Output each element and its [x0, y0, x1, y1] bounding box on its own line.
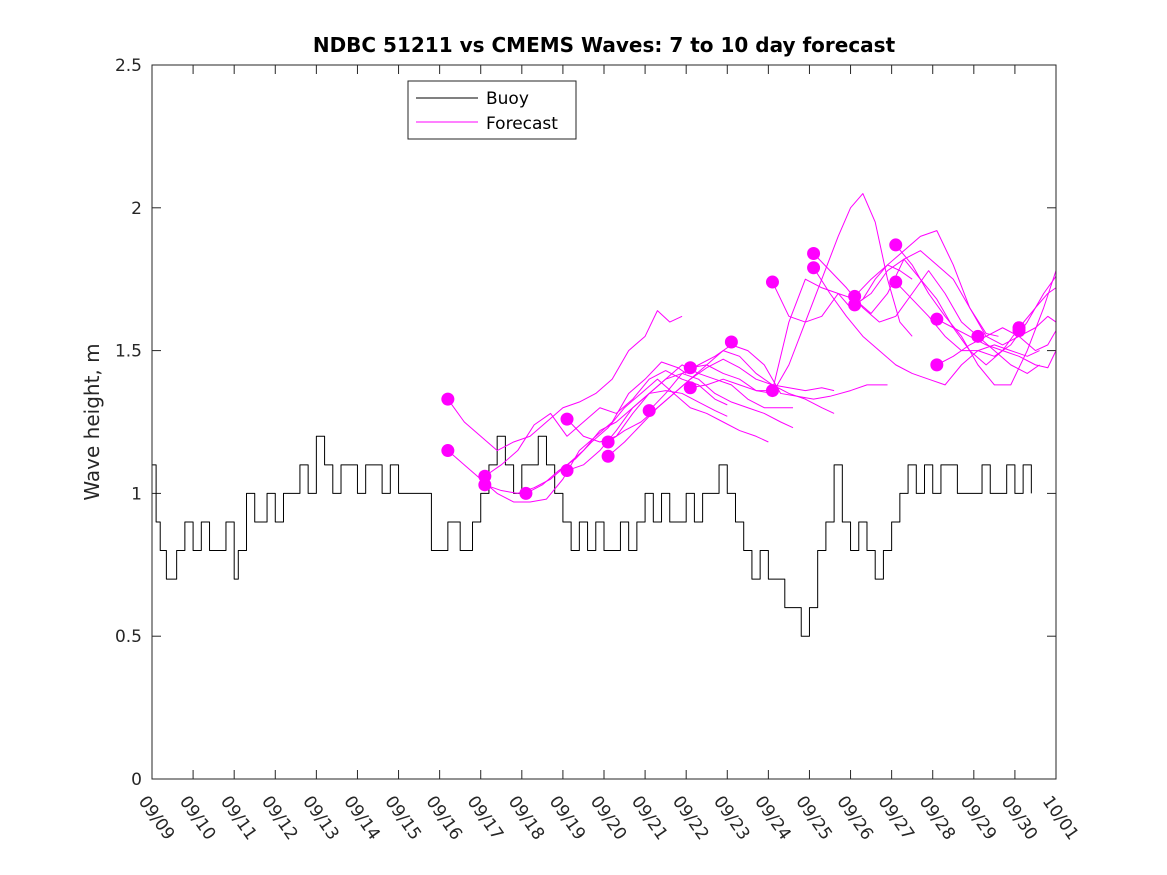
forecast-series-line-16	[854, 230, 1057, 346]
forecast-start-marker	[889, 238, 903, 252]
forecast-start-marker	[807, 261, 821, 275]
y-axis-ticks: 0 0.5 1 1.5 2 2.5	[115, 56, 1056, 790]
forecast-start-marker	[848, 298, 862, 312]
forecast-start-marker	[683, 361, 697, 375]
forecast-start-marker	[724, 335, 738, 349]
forecast-start-marker	[930, 358, 944, 372]
forecast-start-marker	[889, 275, 903, 289]
forecast-start-marker	[642, 404, 656, 418]
forecast-start-marker	[807, 246, 821, 260]
legend-label-buoy: Buoy	[486, 89, 529, 109]
y-axis-label: Wave height, m	[80, 343, 104, 500]
forecast-start-marker	[765, 275, 779, 289]
forecast-start-marker	[683, 381, 697, 395]
forecast-series-line-17	[854, 258, 1057, 366]
forecast-start-marker	[971, 329, 985, 343]
forecast-series-line-21	[936, 327, 1057, 366]
forecast-series-line-1	[447, 310, 683, 452]
marker-layer	[441, 238, 1026, 500]
legend-box	[407, 80, 577, 140]
forecast-series-line-9	[607, 358, 835, 457]
y-tick-label: 1.5	[115, 342, 142, 362]
forecast-start-marker	[441, 444, 455, 458]
plot-frame	[151, 64, 1057, 780]
forecast-start-marker	[478, 478, 492, 492]
y-tick-label: 1	[131, 484, 142, 504]
forecast-series-line-13	[772, 250, 999, 337]
forecast-series-line-20	[936, 318, 1057, 369]
y-tick-label: 0.5	[115, 627, 142, 647]
forecast-start-marker	[1012, 324, 1026, 338]
forecast-start-marker	[519, 486, 533, 500]
forecast-start-marker	[560, 412, 574, 426]
forecast-start-marker	[601, 435, 615, 449]
forecast-series-line-12	[690, 264, 913, 392]
forecast-start-marker	[765, 384, 779, 398]
forecast-series-line-18	[895, 244, 1057, 386]
legend-label-forecast: Forecast	[486, 114, 558, 134]
y-tick-label: 2	[131, 199, 142, 219]
forecast-start-marker	[601, 449, 615, 463]
buoy-series-line	[152, 435, 1032, 637]
chart-title: NDBC 51211 vs CMEMS Waves: 7 to 10 day f…	[313, 33, 896, 57]
forecast-start-marker	[441, 392, 455, 406]
y-tick-label: 2.5	[115, 56, 142, 76]
legend: Buoy Forecast	[407, 80, 577, 140]
plot-area	[152, 65, 1056, 779]
forecast-series-line-19	[895, 276, 1057, 357]
forecast-start-marker	[930, 312, 944, 326]
y-tick-label: 0	[131, 770, 142, 790]
forecast-start-marker	[560, 464, 574, 478]
forecast-series-line-11	[690, 193, 913, 394]
